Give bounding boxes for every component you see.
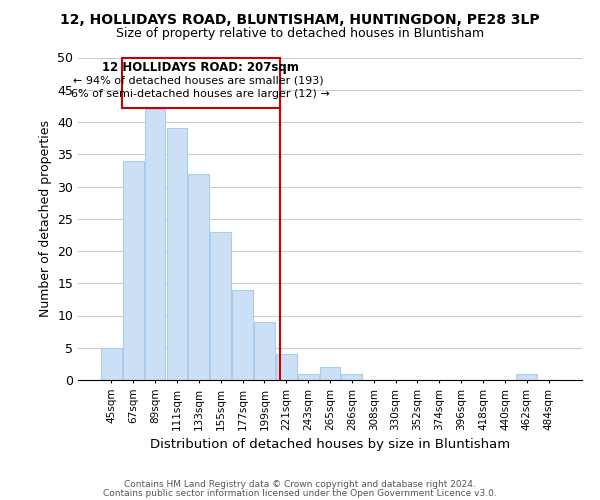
Bar xyxy=(276,354,296,380)
Text: 6% of semi-detached houses are larger (12) →: 6% of semi-detached houses are larger (1… xyxy=(71,90,330,100)
X-axis label: Distribution of detached houses by size in Bluntisham: Distribution of detached houses by size … xyxy=(150,438,510,451)
Text: 12, HOLLIDAYS ROAD, BLUNTISHAM, HUNTINGDON, PE28 3LP: 12, HOLLIDAYS ROAD, BLUNTISHAM, HUNTINGD… xyxy=(60,12,540,26)
Bar xyxy=(298,374,319,380)
Text: 12 HOLLIDAYS ROAD: 207sqm: 12 HOLLIDAYS ROAD: 207sqm xyxy=(103,60,299,74)
Bar xyxy=(123,160,143,380)
Text: ← 94% of detached houses are smaller (193): ← 94% of detached houses are smaller (19… xyxy=(73,76,324,86)
Bar xyxy=(320,367,340,380)
Text: Size of property relative to detached houses in Bluntisham: Size of property relative to detached ho… xyxy=(116,28,484,40)
Bar xyxy=(517,374,537,380)
Bar xyxy=(341,374,362,380)
Bar xyxy=(188,174,209,380)
Bar xyxy=(232,290,253,380)
Bar xyxy=(254,322,275,380)
Bar xyxy=(210,232,231,380)
Bar xyxy=(145,109,166,380)
FancyBboxPatch shape xyxy=(122,58,280,108)
Text: Contains public sector information licensed under the Open Government Licence v3: Contains public sector information licen… xyxy=(103,490,497,498)
Bar xyxy=(101,348,122,380)
Bar xyxy=(167,128,187,380)
Text: Contains HM Land Registry data © Crown copyright and database right 2024.: Contains HM Land Registry data © Crown c… xyxy=(124,480,476,489)
Y-axis label: Number of detached properties: Number of detached properties xyxy=(38,120,52,318)
